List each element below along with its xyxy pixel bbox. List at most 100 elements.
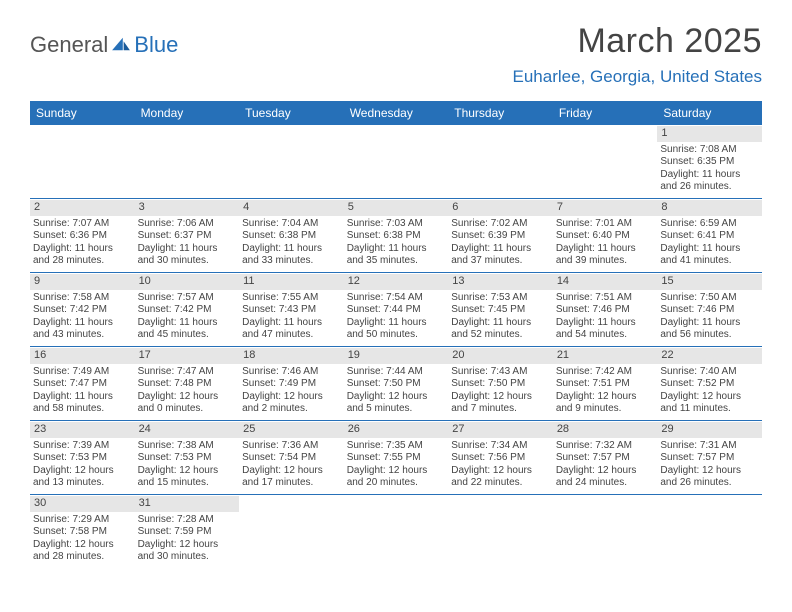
day-details: Sunrise: 7:32 AMSunset: 7:57 PMDaylight:… — [556, 440, 655, 490]
day-cell — [135, 125, 240, 198]
day-number: 3 — [135, 200, 240, 216]
dow-cell: Wednesday — [344, 101, 449, 125]
days-of-week-header: SundayMondayTuesdayWednesdayThursdayFrid… — [30, 101, 762, 125]
day-cell: 17 Sunrise: 7:47 AMSunset: 7:48 PMDayligh… — [135, 347, 240, 420]
day-details: Sunrise: 6:59 AMSunset: 6:41 PMDaylight:… — [660, 218, 759, 268]
day-details: Sunrise: 7:06 AMSunset: 6:37 PMDaylight:… — [138, 218, 237, 268]
day-cell: 15Sunrise: 7:50 AMSunset: 7:46 PMDayligh… — [657, 273, 762, 346]
day-cell: 3 Sunrise: 7:06 AMSunset: 6:37 PMDaylight… — [135, 199, 240, 272]
day-cell — [344, 495, 449, 568]
day-details: Sunrise: 7:53 AMSunset: 7:45 PMDaylight:… — [451, 292, 550, 342]
day-cell — [30, 125, 135, 198]
logo-text-a: General — [30, 32, 108, 58]
day-cell: 26 Sunrise: 7:35 AMSunset: 7:55 PMDayligh… — [344, 421, 449, 494]
dow-cell: Friday — [553, 101, 658, 125]
day-details: Sunrise: 7:03 AMSunset: 6:38 PMDaylight:… — [347, 218, 446, 268]
day-number: 29 — [657, 422, 762, 438]
day-details: Sunrise: 7:08 AMSunset: 6:35 PMDaylight:… — [660, 144, 759, 194]
day-details: Sunrise: 7:51 AMSunset: 7:46 PMDaylight:… — [556, 292, 655, 342]
day-details: Sunrise: 7:44 AMSunset: 7:50 PMDaylight:… — [347, 366, 446, 416]
day-cell — [553, 125, 658, 198]
day-cell: 5 Sunrise: 7:03 AMSunset: 6:38 PMDaylight… — [344, 199, 449, 272]
day-details: Sunrise: 7:31 AMSunset: 7:57 PMDaylight:… — [660, 440, 759, 490]
day-number: 25 — [239, 422, 344, 438]
day-details: Sunrise: 7:07 AMSunset: 6:36 PMDaylight:… — [33, 218, 132, 268]
day-details: Sunrise: 7:46 AMSunset: 7:49 PMDaylight:… — [242, 366, 341, 416]
day-details: Sunrise: 7:04 AMSunset: 6:38 PMDaylight:… — [242, 218, 341, 268]
dow-cell: Tuesday — [239, 101, 344, 125]
week-row: 9Sunrise: 7:58 AMSunset: 7:42 PMDaylight… — [30, 273, 762, 347]
day-details: Sunrise: 7:40 AMSunset: 7:52 PMDaylight:… — [660, 366, 759, 416]
day-cell: 19Sunrise: 7:44 AMSunset: 7:50 PMDayligh… — [344, 347, 449, 420]
day-details: Sunrise: 7:28 AMSunset: 7:59 PMDaylight:… — [138, 514, 237, 564]
day-details: Sunrise: 7:34 AMSunset: 7:56 PMDaylight:… — [451, 440, 550, 490]
day-details: Sunrise: 7:43 AMSunset: 7:50 PMDaylight:… — [451, 366, 550, 416]
day-cell: 9Sunrise: 7:58 AMSunset: 7:42 PMDaylight… — [30, 273, 135, 346]
week-row: 16Sunrise: 7:49 AMSunset: 7:47 PMDayligh… — [30, 347, 762, 421]
day-cell: 16Sunrise: 7:49 AMSunset: 7:47 PMDayligh… — [30, 347, 135, 420]
day-details: Sunrise: 7:54 AMSunset: 7:44 PMDaylight:… — [347, 292, 446, 342]
day-cell — [239, 125, 344, 198]
day-cell — [239, 495, 344, 568]
dow-cell: Thursday — [448, 101, 553, 125]
day-number: 13 — [448, 274, 553, 290]
day-cell: 2 Sunrise: 7:07 AMSunset: 6:36 PMDaylight… — [30, 199, 135, 272]
day-number: 28 — [553, 422, 658, 438]
day-cell: 11 Sunrise: 7:55 AMSunset: 7:43 PMDayligh… — [239, 273, 344, 346]
title-block: March 2025 Euharlee, Georgia, United Sta… — [513, 22, 762, 87]
week-row: 30Sunrise: 7:29 AMSunset: 7:58 PMDayligh… — [30, 495, 762, 568]
day-details: Sunrise: 7:29 AMSunset: 7:58 PMDaylight:… — [33, 514, 132, 564]
day-number: 22 — [657, 348, 762, 364]
day-details: Sunrise: 7:49 AMSunset: 7:47 PMDaylight:… — [33, 366, 132, 416]
day-cell — [448, 125, 553, 198]
month-title: March 2025 — [513, 22, 762, 61]
day-details: Sunrise: 7:42 AMSunset: 7:51 PMDaylight:… — [556, 366, 655, 416]
day-cell: 28 Sunrise: 7:32 AMSunset: 7:57 PMDayligh… — [553, 421, 658, 494]
day-number: 7 — [553, 200, 658, 216]
logo: General Blue — [30, 32, 178, 58]
day-cell: 22 Sunrise: 7:40 AMSunset: 7:52 PMDayligh… — [657, 347, 762, 420]
dow-cell: Sunday — [30, 101, 135, 125]
day-cell: 4 Sunrise: 7:04 AMSunset: 6:38 PMDaylight… — [239, 199, 344, 272]
day-cell: 30Sunrise: 7:29 AMSunset: 7:58 PMDayligh… — [30, 495, 135, 568]
week-row: 23 Sunrise: 7:39 AMSunset: 7:53 PMDayligh… — [30, 421, 762, 495]
day-number: 4 — [239, 200, 344, 216]
day-number: 23 — [30, 422, 135, 438]
day-number: 2 — [30, 200, 135, 216]
day-number: 6 — [448, 200, 553, 216]
day-number: 1 — [657, 126, 762, 142]
week-row: 2 Sunrise: 7:07 AMSunset: 6:36 PMDaylight… — [30, 199, 762, 273]
calendar: SundayMondayTuesdayWednesdayThursdayFrid… — [30, 101, 762, 568]
day-details: Sunrise: 7:50 AMSunset: 7:46 PMDaylight:… — [660, 292, 759, 342]
day-cell: 29 Sunrise: 7:31 AMSunset: 7:57 PMDayligh… — [657, 421, 762, 494]
day-number: 9 — [30, 274, 135, 290]
day-cell: 8 Sunrise: 6:59 AMSunset: 6:41 PMDaylight… — [657, 199, 762, 272]
day-cell — [553, 495, 658, 568]
week-row: 1 Sunrise: 7:08 AMSunset: 6:35 PMDaylight… — [30, 125, 762, 199]
day-cell: 23 Sunrise: 7:39 AMSunset: 7:53 PMDayligh… — [30, 421, 135, 494]
location-text: Euharlee, Georgia, United States — [513, 67, 762, 87]
day-details: Sunrise: 7:39 AMSunset: 7:53 PMDaylight:… — [33, 440, 132, 490]
day-number: 8 — [657, 200, 762, 216]
day-number: 11 — [239, 274, 344, 290]
dow-cell: Monday — [135, 101, 240, 125]
day-cell: 6Sunrise: 7:02 AMSunset: 6:39 PMDaylight… — [448, 199, 553, 272]
day-number: 20 — [448, 348, 553, 364]
weeks-container: 1 Sunrise: 7:08 AMSunset: 6:35 PMDaylight… — [30, 125, 762, 568]
day-cell — [657, 495, 762, 568]
day-number: 24 — [135, 422, 240, 438]
day-number: 26 — [344, 422, 449, 438]
day-number: 5 — [344, 200, 449, 216]
day-details: Sunrise: 7:47 AMSunset: 7:48 PMDaylight:… — [138, 366, 237, 416]
day-number: 14 — [553, 274, 658, 290]
day-cell: 10Sunrise: 7:57 AMSunset: 7:42 PMDayligh… — [135, 273, 240, 346]
day-number: 17 — [135, 348, 240, 364]
day-cell: 24 Sunrise: 7:38 AMSunset: 7:53 PMDayligh… — [135, 421, 240, 494]
day-details: Sunrise: 7:57 AMSunset: 7:42 PMDaylight:… — [138, 292, 237, 342]
day-details: Sunrise: 7:38 AMSunset: 7:53 PMDaylight:… — [138, 440, 237, 490]
day-number: 27 — [448, 422, 553, 438]
day-cell: 25Sunrise: 7:36 AMSunset: 7:54 PMDayligh… — [239, 421, 344, 494]
day-cell: 12Sunrise: 7:54 AMSunset: 7:44 PMDayligh… — [344, 273, 449, 346]
day-details: Sunrise: 7:55 AMSunset: 7:43 PMDaylight:… — [242, 292, 341, 342]
day-details: Sunrise: 7:35 AMSunset: 7:55 PMDaylight:… — [347, 440, 446, 490]
